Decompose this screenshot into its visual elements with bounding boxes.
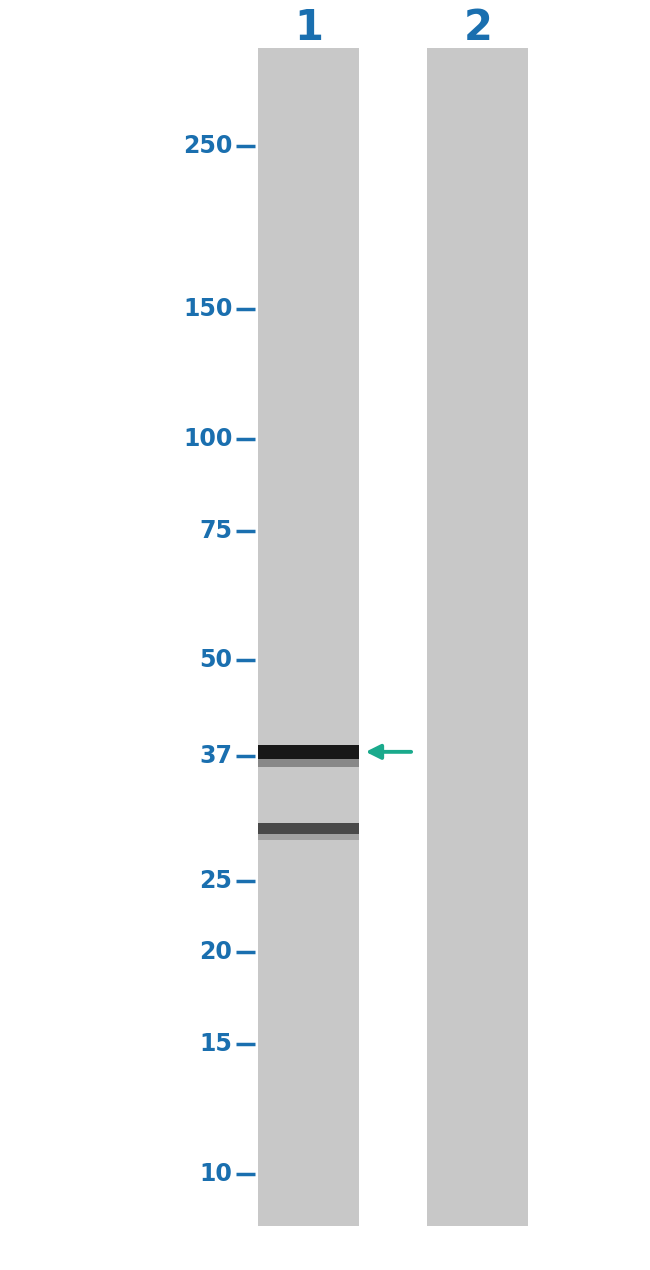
Text: 1: 1 <box>294 6 323 50</box>
Text: 37: 37 <box>200 744 233 768</box>
Text: 20: 20 <box>200 941 233 964</box>
Text: 15: 15 <box>200 1033 233 1057</box>
Bar <box>259 823 359 834</box>
Text: 25: 25 <box>200 869 233 893</box>
Text: 10: 10 <box>200 1162 233 1186</box>
Bar <box>259 759 359 767</box>
Text: 50: 50 <box>200 648 233 672</box>
Bar <box>428 48 528 1226</box>
Text: 75: 75 <box>200 518 233 542</box>
Text: 2: 2 <box>463 6 492 50</box>
Text: 100: 100 <box>183 427 233 451</box>
Bar <box>259 745 359 759</box>
Bar <box>259 834 359 839</box>
Bar <box>259 48 359 1226</box>
Text: 150: 150 <box>183 297 233 321</box>
Text: 250: 250 <box>183 135 233 159</box>
